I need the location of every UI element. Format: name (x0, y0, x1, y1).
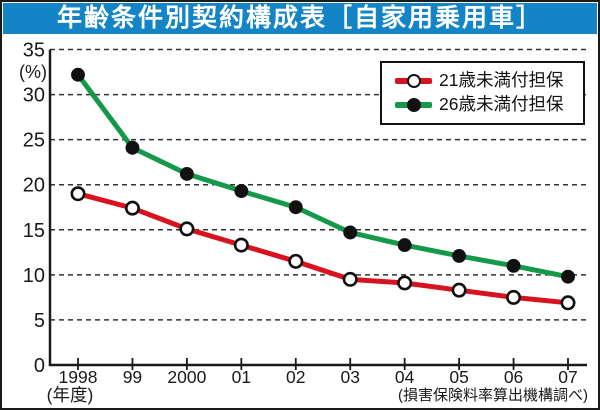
series-line-0 (75, 191, 571, 306)
x-tick-label: 01 (232, 367, 251, 387)
y-tick-label: 5 (34, 310, 45, 332)
data-point-filled (288, 200, 303, 215)
y-tick-label: 25 (23, 130, 45, 152)
open-circle-marker-icon (406, 74, 421, 89)
data-point-filled (452, 248, 467, 263)
title-banner: 年齢条件別契約構成表［自家用乗用車］ (3, 3, 597, 34)
y-tick-label: 15 (23, 220, 45, 242)
y-axis-unit: (%) (19, 62, 47, 82)
data-point-open (342, 271, 358, 287)
y-tick-label: 30 (23, 85, 45, 107)
data-point-filled (506, 258, 521, 273)
data-point-filled (397, 238, 412, 253)
data-point-open (70, 186, 86, 202)
data-point-filled (71, 67, 85, 82)
x-tick-label: 03 (340, 367, 359, 387)
x-tick-label: 1998 (59, 367, 98, 387)
x-tick-label: 07 (558, 367, 577, 387)
data-point-open (124, 200, 140, 216)
y-tick-label: 10 (23, 265, 45, 287)
y-tick-label: 0 (34, 355, 45, 377)
legend-item-under26: 26歳未満付担保 (395, 96, 579, 114)
legend-line-sample-under26 (395, 97, 432, 112)
data-point-open (560, 295, 576, 311)
data-point-open (397, 275, 413, 291)
legend-label-under21: 21歳未満付担保 (439, 70, 564, 91)
x-tick-label: 2000 (167, 367, 206, 387)
x-tick-label: 06 (504, 367, 523, 387)
data-point-filled (234, 184, 249, 198)
x-tick-label: 04 (395, 367, 415, 387)
data-point-open (179, 221, 195, 237)
x-axis-note: (年度) (47, 385, 94, 405)
legend-line-sample-under21 (395, 74, 432, 89)
data-point-open (288, 253, 304, 269)
data-point-filled (561, 269, 575, 284)
legend: 21歳未満付担保 26歳未満付担保 (380, 61, 585, 125)
data-point-filled (179, 166, 194, 181)
x-tick-label: 02 (286, 367, 305, 387)
data-point-filled (343, 225, 358, 240)
page-title: 年齢条件別契約構成表［自家用乗用車］ (56, 4, 543, 32)
x-tick-label: 99 (123, 367, 142, 387)
series-line-1 (75, 72, 571, 280)
y-tick-label: 20 (23, 175, 45, 197)
data-point-open (506, 289, 522, 305)
data-point-open (451, 282, 467, 298)
data-point-filled (125, 140, 140, 155)
source-note: (損害保険料率算出機構調べ) (398, 386, 588, 404)
x-tick-label: 05 (449, 367, 468, 387)
legend-item-under21: 21歳未満付担保 (395, 72, 579, 90)
y-tick-label: 35 (23, 40, 45, 62)
filled-circle-marker-icon (406, 97, 421, 112)
data-point-open (233, 237, 249, 253)
legend-label-under26: 26歳未満付担保 (439, 94, 564, 115)
